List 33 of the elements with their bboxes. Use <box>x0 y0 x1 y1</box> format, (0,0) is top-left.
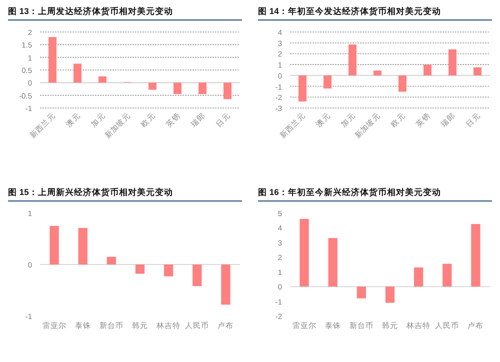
bar <box>174 82 182 94</box>
bar <box>198 82 206 94</box>
bar <box>471 224 480 287</box>
bar <box>135 264 145 274</box>
chart-title: 图 14：年初至今发达经济体货币相对美元变动 <box>258 6 441 16</box>
bar <box>356 286 366 298</box>
bar <box>74 64 82 83</box>
chart-title: 图 13：上周发达经济体货币相对美元变动 <box>8 6 173 16</box>
bar <box>348 44 356 76</box>
bar <box>192 264 202 286</box>
chart-title: 图 16：年初至今新兴经济体货币相对美元变动 <box>258 187 441 197</box>
bar <box>106 256 116 264</box>
bar <box>98 76 106 83</box>
bar <box>224 82 232 100</box>
bar <box>50 226 59 264</box>
bar <box>300 218 309 287</box>
chart-title: 图 15：上周新兴经济体货币相对美元变动 <box>8 187 173 197</box>
bar <box>442 264 452 287</box>
bar <box>221 264 230 305</box>
bar <box>78 228 88 264</box>
bar <box>374 70 382 76</box>
bar <box>164 264 174 276</box>
bar <box>424 64 432 76</box>
bar <box>474 67 482 76</box>
bar <box>148 82 156 90</box>
bar <box>385 286 395 303</box>
bar <box>448 49 456 76</box>
bar <box>48 37 56 83</box>
bar <box>414 267 424 287</box>
bar <box>298 75 306 102</box>
bar <box>328 238 338 287</box>
bar <box>324 75 332 88</box>
bar <box>398 75 406 92</box>
